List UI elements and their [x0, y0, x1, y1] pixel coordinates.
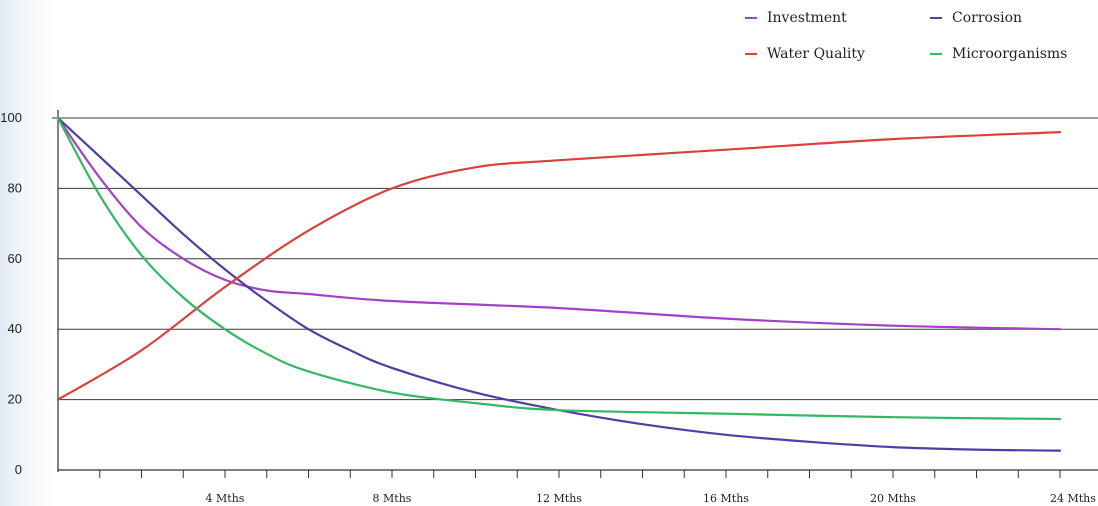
grid-lines: [58, 117, 1098, 401]
tick-labels: 0 20 40 60 80 100 4 Mths 8 Mths 12 Mths 16 Mths 20…: [0, 110, 1096, 505]
legend-label-investment: Investment: [767, 10, 847, 26]
series-line-corrosion: [56, 116, 1062, 452]
y-tick-label-40: 40: [8, 321, 22, 336]
y-tick-label-0: 0: [15, 462, 22, 477]
y-tick-label-100: 100: [0, 110, 22, 125]
series-lines: [56, 116, 1062, 452]
legend-label-corrosion: Corrosion: [952, 10, 1023, 26]
series-line-investment: [56, 116, 1062, 331]
y-tick-label-60: 60: [8, 251, 22, 266]
legend-swatch-investment: [745, 17, 757, 19]
legend-label-microorganisms: Microorganisms: [952, 46, 1068, 62]
legend-item-water-quality: Water Quality: [745, 46, 865, 62]
chart-legend: Investment Corrosion Water Quality Micro…: [745, 6, 1095, 66]
y-tick-label-20: 20: [8, 392, 22, 407]
x-tick-label-16: 16 Mths: [703, 492, 749, 505]
series-line-microorganisms: [56, 116, 1062, 421]
x-tick-label-12: 12 Mths: [536, 492, 582, 505]
legend-swatch-microorganisms: [930, 53, 942, 55]
x-tick-label-24: 24 Mths: [1050, 492, 1096, 505]
legend-item-microorganisms: Microorganisms: [930, 46, 1067, 62]
axes: [52, 110, 1098, 478]
legend-item-corrosion: Corrosion: [930, 10, 1022, 26]
y-tick-label-80: 80: [8, 180, 22, 195]
legend-swatch-water-quality: [745, 53, 757, 55]
legend-swatch-corrosion: [930, 17, 942, 19]
x-tick-label-4: 4 Mths: [206, 492, 245, 505]
legend-label-water-quality: Water Quality: [767, 46, 865, 62]
legend-item-investment: Investment: [745, 10, 847, 26]
x-tick-label-8: 8 Mths: [373, 492, 412, 505]
x-tick-label-20: 20 Mths: [870, 492, 916, 505]
series-line-water-quality: [56, 131, 1062, 401]
